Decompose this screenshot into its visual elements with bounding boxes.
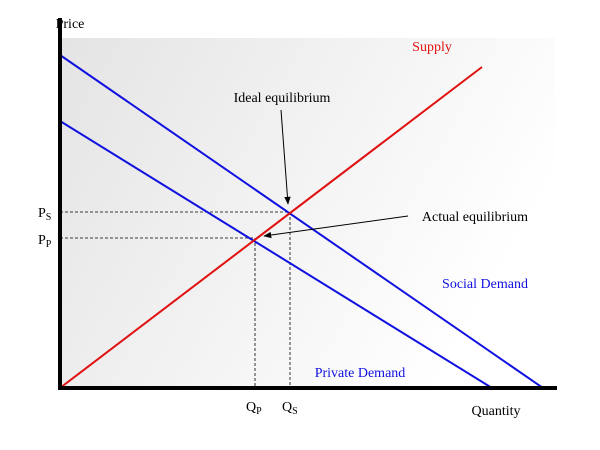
private-demand-label: Private Demand xyxy=(315,366,406,381)
pp-label: PP xyxy=(38,233,52,250)
private-demand-curve xyxy=(59,120,493,389)
pp-main: P xyxy=(38,233,46,248)
qs-label: QS xyxy=(282,400,298,417)
plot-background xyxy=(60,38,555,388)
x-axis-label: Quantity xyxy=(472,404,521,419)
supply-label: Supply xyxy=(412,40,452,55)
actual-label: Actual equilibrium xyxy=(422,210,528,225)
ps-sub: S xyxy=(46,212,52,223)
pp-sub: P xyxy=(46,239,52,250)
qs-sub: S xyxy=(292,406,298,417)
qp-sub: P xyxy=(256,406,262,417)
qp-main: Q xyxy=(246,400,256,415)
ps-main: P xyxy=(38,206,46,221)
qp-label: QP xyxy=(246,400,262,417)
qs-main: Q xyxy=(282,400,292,415)
social-demand-curve xyxy=(59,54,544,389)
guides xyxy=(60,211,291,388)
ideal-arrow xyxy=(280,109,291,205)
supply-curve xyxy=(59,66,483,389)
ps-label: PS xyxy=(38,206,51,223)
ideal-label: Ideal equilibrium xyxy=(234,91,331,106)
y-axis-label: Price xyxy=(56,17,85,32)
social-demand-label: Social Demand xyxy=(442,277,528,292)
actual-arrow xyxy=(263,215,409,239)
